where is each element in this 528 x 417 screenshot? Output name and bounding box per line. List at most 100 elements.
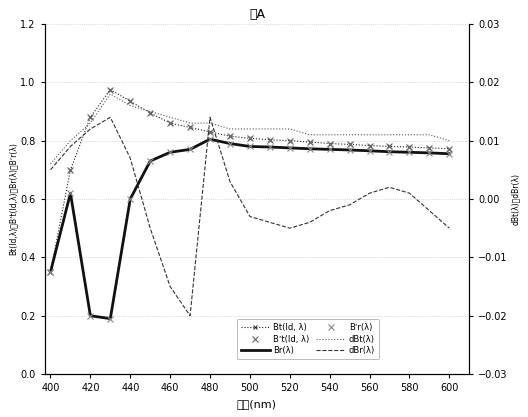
Bʼr(λ) [346, 148, 353, 153]
dBr(λ) [346, 202, 353, 207]
Br(λ) [187, 147, 193, 152]
dBr(λ) [167, 284, 173, 289]
dBt(λ) [67, 138, 73, 143]
Bʼt(Id, λ) [147, 111, 153, 116]
Bt(Id, λ) [167, 121, 173, 126]
Bt(Id, λ) [207, 129, 213, 134]
Bt(Id, λ) [247, 136, 253, 141]
Bʼt(Id, λ) [67, 167, 73, 172]
Bʼr(λ) [147, 158, 153, 163]
dBt(λ) [227, 126, 233, 131]
Br(λ) [167, 150, 173, 155]
dBt(λ) [446, 138, 452, 143]
dBr(λ) [147, 226, 153, 231]
Bt(Id, λ) [386, 144, 393, 149]
Bt(Id, λ) [346, 142, 353, 147]
dBt(λ) [307, 132, 313, 137]
Br(λ) [227, 141, 233, 146]
dBr(λ) [127, 156, 134, 161]
Br(λ) [48, 269, 54, 274]
Line: Bʼt(Id, λ): Bʼt(Id, λ) [48, 87, 452, 275]
Bʼr(λ) [187, 147, 193, 152]
Bt(Id, λ) [446, 146, 452, 151]
dBt(λ) [406, 132, 412, 137]
dBr(λ) [48, 167, 54, 172]
dBt(λ) [147, 109, 153, 114]
Bʼr(λ) [67, 191, 73, 196]
Br(λ) [287, 146, 293, 151]
Bt(Id, λ) [406, 145, 412, 150]
Bʼt(Id, λ) [287, 138, 293, 143]
dBt(λ) [366, 132, 373, 137]
Bt(Id, λ) [107, 87, 114, 92]
Bt(Id, λ) [267, 137, 273, 142]
Bt(Id, λ) [48, 269, 54, 274]
Legend: Bt(Id, λ), Bʼt(Id, λ), Br(λ), Bʼr(λ), dBt(λ), dBr(λ): Bt(Id, λ), Bʼt(Id, λ), Br(λ), Bʼr(λ), dB… [237, 319, 379, 359]
Bʼt(Id, λ) [48, 269, 54, 274]
Bʼr(λ) [207, 137, 213, 142]
Bʼt(Id, λ) [386, 144, 393, 149]
Br(λ) [267, 145, 273, 150]
Bʼt(Id, λ) [87, 115, 93, 120]
Bt(Id, λ) [366, 143, 373, 148]
Br(λ) [87, 313, 93, 318]
Bʼr(λ) [386, 149, 393, 154]
Bʼt(Id, λ) [326, 141, 333, 146]
Bʼt(Id, λ) [446, 146, 452, 151]
Br(λ) [426, 151, 432, 156]
Br(λ) [107, 316, 114, 321]
Bt(Id, λ) [287, 138, 293, 143]
dBr(λ) [67, 144, 73, 149]
dBr(λ) [107, 115, 114, 120]
Bt(Id, λ) [426, 146, 432, 151]
Bt(Id, λ) [326, 141, 333, 146]
Bʼr(λ) [247, 144, 253, 149]
Bʼt(Id, λ) [247, 136, 253, 141]
dBt(λ) [346, 132, 353, 137]
Br(λ) [127, 196, 134, 201]
Bʼr(λ) [87, 313, 93, 318]
dBr(λ) [87, 126, 93, 131]
Bʼr(λ) [406, 150, 412, 155]
dBr(λ) [227, 179, 233, 184]
Bʼt(Id, λ) [346, 142, 353, 147]
Bʼt(Id, λ) [406, 145, 412, 150]
dBr(λ) [207, 115, 213, 120]
dBt(λ) [326, 132, 333, 137]
Bʼr(λ) [326, 147, 333, 152]
dBr(λ) [187, 313, 193, 318]
Br(λ) [247, 144, 253, 149]
Bʼr(λ) [107, 316, 114, 321]
dBr(λ) [326, 208, 333, 213]
dBt(λ) [107, 91, 114, 96]
Bʼr(λ) [167, 150, 173, 155]
Bʼr(λ) [48, 269, 54, 274]
Bt(Id, λ) [187, 125, 193, 130]
Bʼr(λ) [127, 196, 134, 201]
Br(λ) [446, 151, 452, 156]
Bʼr(λ) [287, 146, 293, 151]
dBr(λ) [247, 214, 253, 219]
Line: Bt(Id, λ): Bt(Id, λ) [48, 87, 452, 274]
dBt(λ) [167, 115, 173, 120]
dBt(λ) [386, 132, 393, 137]
Bt(Id, λ) [227, 134, 233, 139]
dBr(λ) [287, 226, 293, 231]
Bt(Id, λ) [127, 99, 134, 104]
dBr(λ) [446, 226, 452, 231]
Bʼr(λ) [307, 146, 313, 151]
Bʼr(λ) [227, 141, 233, 146]
Bʼt(Id, λ) [187, 125, 193, 130]
Line: dBr(λ): dBr(λ) [51, 117, 449, 316]
dBt(λ) [426, 132, 432, 137]
dBt(λ) [287, 126, 293, 131]
Br(λ) [207, 137, 213, 142]
dBr(λ) [267, 220, 273, 225]
dBr(λ) [406, 191, 412, 196]
dBt(λ) [48, 161, 54, 166]
Bʼt(Id, λ) [366, 143, 373, 148]
dBt(λ) [87, 121, 93, 126]
Bʼt(Id, λ) [267, 137, 273, 142]
Bʼt(Id, λ) [227, 134, 233, 139]
dBt(λ) [127, 103, 134, 108]
